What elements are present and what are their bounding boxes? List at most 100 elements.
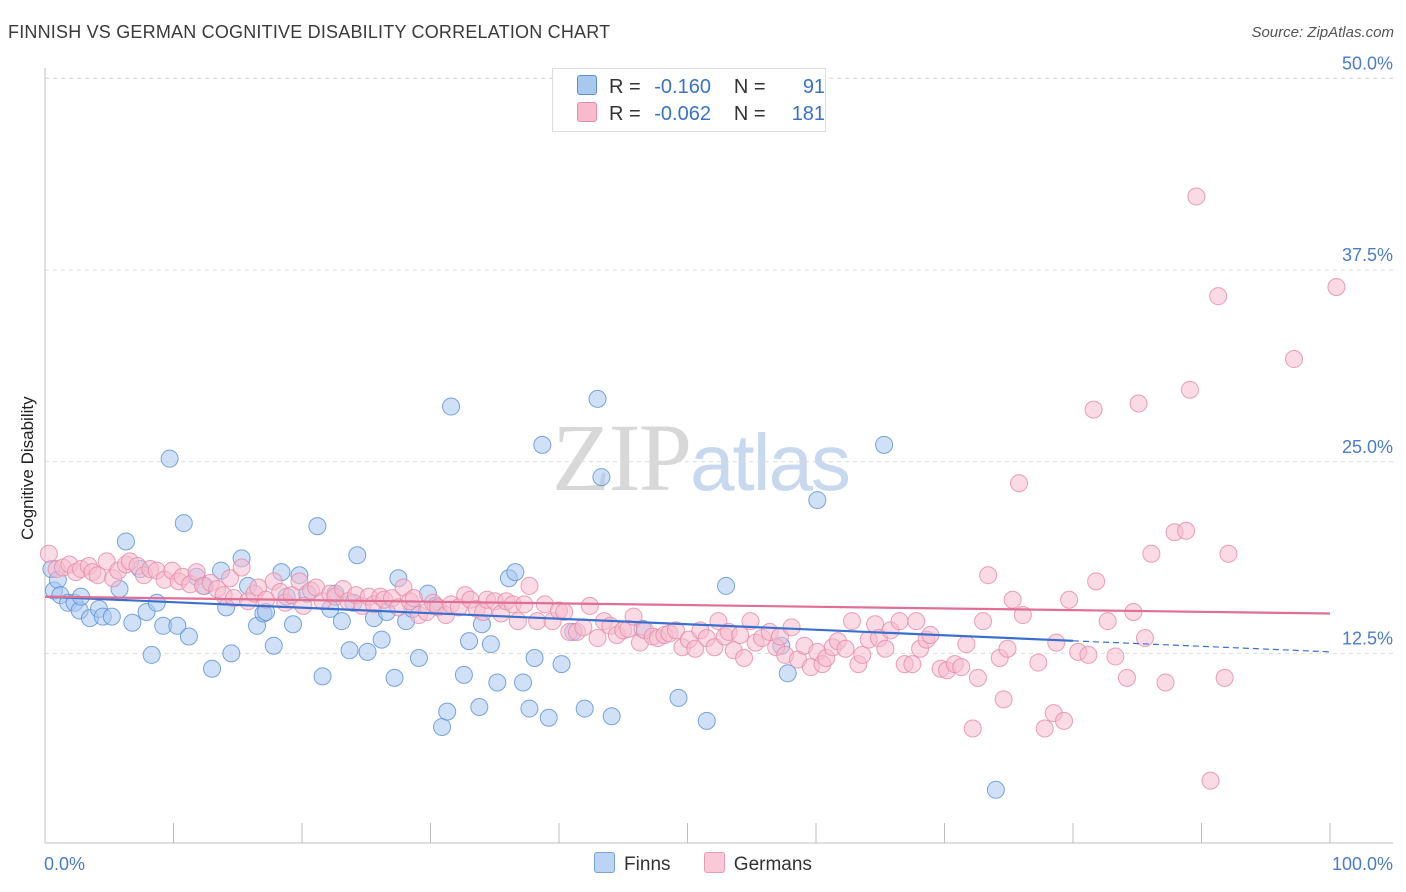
germans-point [520,576,539,595]
germans-point [1047,633,1066,652]
finns-point [168,616,187,635]
finns-point [284,615,303,634]
germans-point [979,566,998,585]
finns-point [372,630,391,649]
germans-point [1177,521,1196,540]
finns-r-value: -0.160 [654,76,711,98]
germans-legend-swatch [703,852,725,873]
finns-legend-label: Finns [624,854,671,875]
finns-point [588,389,607,408]
germans-point [741,612,760,631]
germans-point [903,655,922,674]
legend-row-finns: R = -0.160 N = 91 [577,75,825,99]
y-tick-label: 25.0% [1342,437,1393,457]
legend-item-germans[interactable]: Germans [703,852,812,876]
finns-point [340,641,359,660]
y-tick-label: 12.5% [1342,628,1393,648]
finns-point [539,708,558,727]
chart-title: FINNISH VS GERMAN COGNITIVE DISABILITY C… [8,22,611,42]
germans-n-value: 181 [791,103,826,125]
germans-point [1215,668,1234,687]
germans-point [1142,544,1161,563]
finns-legend-swatch [594,852,616,873]
finns-point [778,664,797,683]
germans-point [666,621,685,640]
n-label: N = [733,76,766,98]
finns-point [174,514,193,533]
finns-point [358,642,377,661]
germans-point [890,612,909,631]
finns-point [264,636,283,655]
germans-point [876,639,895,658]
y-tick-label: 37.5% [1342,245,1393,265]
germans-point [1010,474,1029,493]
germans-point [842,612,861,631]
finns-point [520,699,539,718]
r-label: R = [609,103,641,125]
finns-point [669,688,688,707]
finns-point [602,707,621,726]
germans-point [1327,277,1346,296]
finns-point [308,517,327,536]
finns-point [481,635,500,654]
n-label: N = [733,103,766,125]
germans-point [1129,394,1148,413]
x-tick-label: 0.0% [44,854,85,874]
source-label: Source: ZipAtlas.com [1251,24,1394,41]
finns-trend-line [44,595,1074,642]
finns-point [592,468,611,487]
germans-point [1013,606,1032,625]
germans-point [1079,645,1098,664]
germans-point [1060,590,1079,609]
germans-point [1135,629,1154,648]
germans-point [1285,350,1304,369]
y-tick-label: 50.0% [1342,54,1393,74]
finns-point [514,673,533,692]
germans-point [1201,771,1220,790]
germans-point [588,629,607,648]
germans-r-value: -0.062 [654,103,711,125]
finns-point [506,563,525,582]
finns-point [986,780,1005,799]
finns-point [116,532,135,551]
germans-legend-label: Germans [733,854,812,875]
germans-point [1209,287,1228,306]
x-tick-label: 100.0% [1332,854,1393,874]
watermark-zip: ZIP [552,404,692,511]
germans-point [508,612,527,631]
finns-swatch [577,75,597,95]
germans-point [1106,647,1125,666]
legend-row-germans: R = -0.062 N = 181 [577,102,825,126]
germans-point [1187,187,1206,206]
germans-swatch [577,102,597,122]
finns-point [808,491,827,510]
germans-point [998,639,1017,658]
germans-point [232,558,251,577]
germans-point [782,618,801,637]
finns-point [348,546,367,565]
germans-point [994,690,1013,709]
germans-point [1219,544,1238,563]
germans-point [1117,668,1136,687]
finns-point [454,665,473,684]
germans-point [1084,400,1103,419]
finns-point [102,607,121,626]
germans-trend-line [44,595,1331,615]
watermark: ZIPatlas [552,402,851,513]
finns-point [332,612,351,631]
germans-point [963,719,982,738]
germans-point [1180,380,1199,399]
finns-point [697,711,716,730]
germans-point [853,645,872,664]
watermark-atlas: atlas [690,418,851,507]
finns-point [409,648,428,667]
germans-point [515,595,534,614]
finns-point [470,698,489,717]
germans-point [836,639,855,658]
legend-item-finns[interactable]: Finns [594,852,671,876]
finns-point [123,613,142,632]
germans-point [907,612,926,631]
finns-trend-extension [1072,640,1331,653]
series-legend: Finns Germans [0,852,1406,876]
